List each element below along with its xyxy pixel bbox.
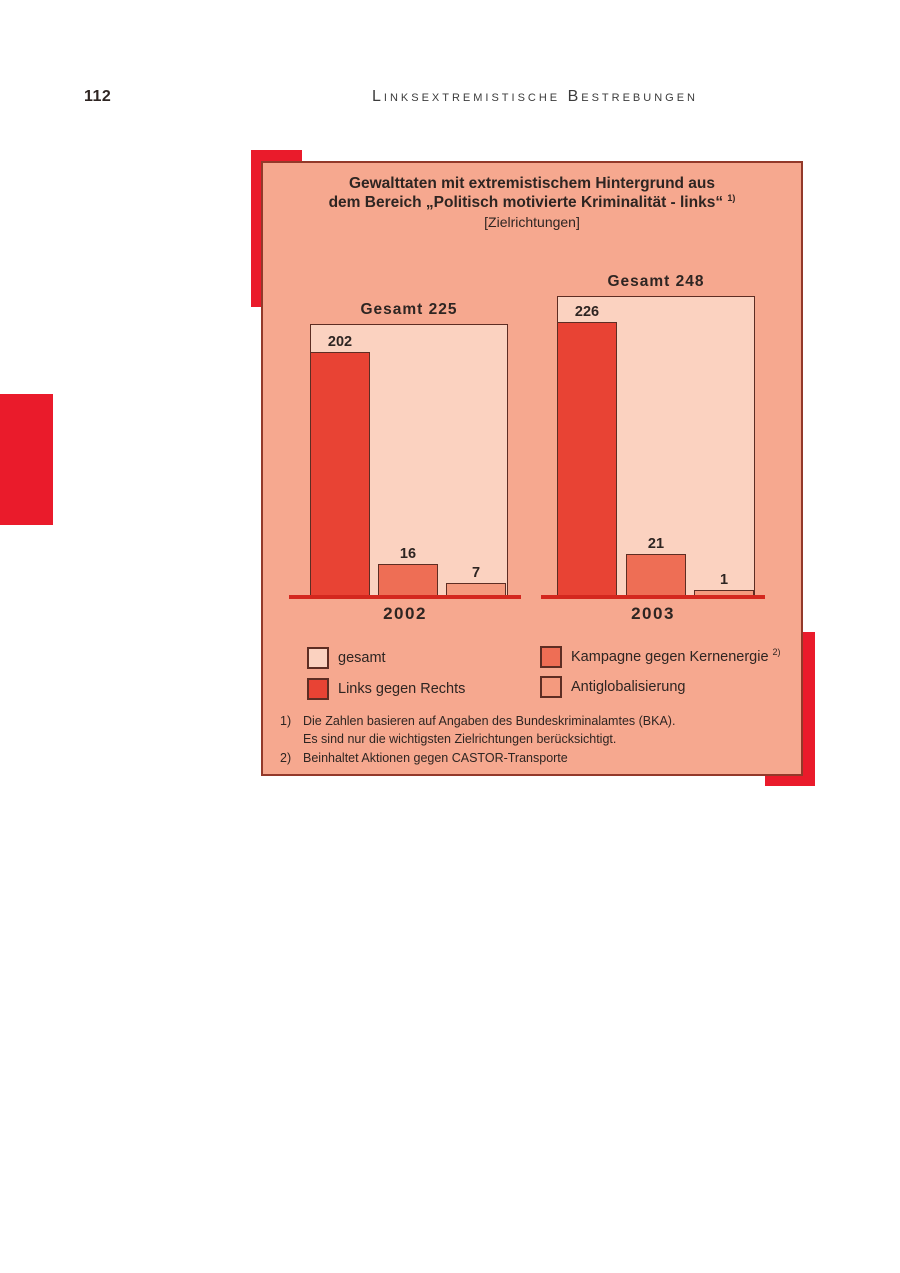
bar-links-gegen-rechts-2003: 226 [557,304,617,597]
legend-item-gesamt: gesamt [307,647,386,669]
legend-item-links-gegen-rechts: Links gegen Rechts [307,678,465,700]
legend-swatch-antiglobalisierung [540,676,562,698]
year-label-2003: 2003 [631,604,675,623]
legend-swatch-gesamt [307,647,329,669]
legend-label: Links gegen Rechts [338,681,466,697]
chart-subtitle: [Zielrichtungen] [484,214,580,230]
chart-panel: Gewalttaten mit extremistischem Hintergr… [261,161,803,776]
legend-label: Antiglobalisierung [571,679,686,695]
legend-item-kampagne-kernenergie: Kampagne gegen Kernenergie 2) [540,646,781,668]
footnote-text: Die Zahlen basieren auf Angaben des Bund… [303,714,676,746]
bar-value-label: 7 [471,565,481,581]
page-number: 112 [84,88,112,105]
bar-links-gegen-rechts-2002: 202 [310,334,370,597]
footnote-ref-2: 2) [772,647,781,658]
legend-item-antiglobalisierung: Antiglobalisierung [540,676,685,698]
footnote-marker: 1) [280,714,292,728]
decoration-red-block-left-margin [0,394,53,525]
bar-kampagne-kernenergie-2003: 21 [626,536,686,597]
bar-value-label: 226 [574,304,600,320]
chart-title-line1: Gewalttaten mit extremistischem Hintergr… [348,175,716,192]
chart-title: Gewalttaten mit extremistischem Hintergr… [263,174,801,212]
page-header: Linksextremistische Bestrebungen [372,88,698,105]
bar-kampagne-kernenergie-2002: 16 [378,546,438,597]
bar-group-2002: Gesamt 225 202 16 7 2002 [289,287,521,623]
bar-value-label: 21 [647,536,665,552]
footnote-marker: 2) [280,751,292,765]
year-label-2002: 2002 [383,604,427,623]
bar-value-label: 202 [327,334,353,350]
bar-value-label: 16 [399,546,417,562]
bar-group-2003: Gesamt 248 226 21 1 2003 [541,273,765,623]
chart-title-line2: dem Bereich „Politisch motivierte Krimin… [328,192,736,211]
footnote-ref-1: 1) [727,192,736,203]
footnote-text: Beinhaltet Aktionen gegen CASTOR-Transpo… [303,751,568,765]
baseline-2003 [541,595,765,599]
baseline-2002 [289,595,521,599]
legend-label: Kampagne gegen Kernenergie 2) [571,647,781,665]
footnote-1: 1) Die Zahlen basieren auf Angaben des B… [280,712,675,748]
legend-swatch-kampagne-kernenergie [540,646,562,668]
total-label-2003: Gesamt 248 [607,273,705,290]
legend-label: gesamt [338,650,386,666]
legend-swatch-links-gegen-rechts [307,678,329,700]
total-label-2002: Gesamt 225 [360,301,458,318]
bar-value-label: 1 [719,572,729,588]
footnote-2: 2) Beinhaltet Aktionen gegen CASTOR-Tran… [280,749,568,767]
